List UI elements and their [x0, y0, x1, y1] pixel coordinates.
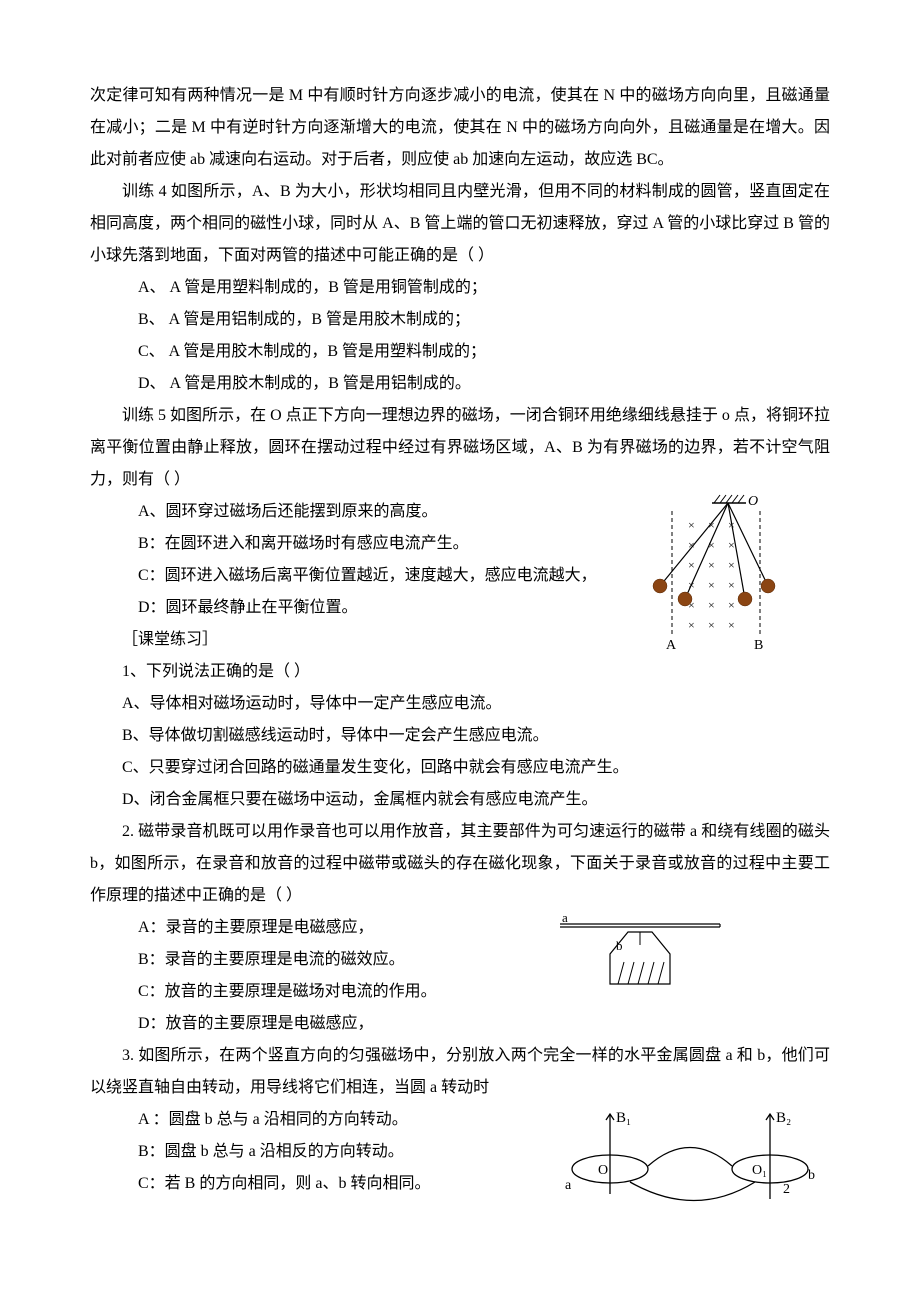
svg-text:B₁: B₁ — [616, 1110, 631, 1126]
svg-text:×: × — [728, 618, 735, 632]
q2-figure-area: a b A：录音的主要原理是电磁感应， B：录音的主要原理是电流的磁效应。 C：… — [90, 912, 830, 1040]
svg-text:×: × — [708, 618, 715, 632]
svg-text:a: a — [565, 1178, 572, 1193]
svg-text:O: O — [598, 1163, 608, 1178]
svg-text:×: × — [688, 558, 695, 572]
q1-prompt: 1、下列说法正确的是（ ） — [90, 656, 830, 688]
svg-text:A: A — [666, 638, 677, 651]
tape-figure: a b — [550, 912, 730, 1002]
svg-text:×: × — [708, 558, 715, 572]
svg-text:×: × — [728, 578, 735, 592]
svg-text:O₁: O₁ — [752, 1163, 767, 1178]
q1-optD: D、闭合金属框只要在磁场中运动，金属框内就会有感应电流产生。 — [90, 784, 830, 816]
training5-optC: C：圆环进入磁场后离平衡位置越近，速度越大，感应电流越大， — [90, 560, 650, 592]
q2-optD: D：放音的主要原理是电磁感应， — [90, 1008, 650, 1040]
training4-optA: A、 A 管是用塑料制成的，B 管是用铜管制成的； — [90, 272, 830, 304]
training4-optD: D、 A 管是用胶木制成的，B 管是用铝制成的。 — [90, 368, 830, 400]
training5-optA: A、圆环穿过磁场后还能摆到原来的高度。 — [90, 496, 650, 528]
svg-text:B₂: B₂ — [776, 1110, 791, 1126]
svg-text:b: b — [808, 1168, 815, 1183]
q1-optB: B、导体做切割磁感线运动时，导体中一定会产生感应电流。 — [90, 720, 830, 752]
disks-figure: B₁ O a B₂ O₁ b 2 — [540, 1104, 820, 1204]
training5-optB: B：在圆环进入和离开磁场时有感应电流产生。 — [90, 528, 650, 560]
q3-figure-area: B₁ O a B₂ O₁ b 2 A ：圆盘 b 总与 a 沿相同的方向转动。 … — [90, 1104, 830, 1214]
svg-text:B: B — [754, 638, 763, 651]
q2-prompt: 2. 磁带录音机既可以用作录音也可以用作放音，其主要部件为可匀速运行的磁带 a … — [90, 816, 830, 912]
page-number: 2 — [783, 1176, 790, 1204]
svg-text:×: × — [728, 558, 735, 572]
training4-optC: C、 A 管是用胶木制成的，B 管是用塑料制成的； — [90, 336, 830, 368]
training4-prompt: 训练 4 如图所示，A、B 为大小，形状均相同且内壁光滑，但用不同的材料制成的圆… — [90, 176, 830, 272]
svg-text:×: × — [688, 518, 695, 532]
training4-optB: B、 A 管是用铝制成的，B 管是用胶木制成的； — [90, 304, 830, 336]
intro-paragraph: 次定律可知有两种情况一是 M 中有顺时针方向逐步减小的电流，使其在 N 中的磁场… — [90, 80, 830, 176]
svg-text:b: b — [616, 938, 623, 953]
svg-text:a: a — [562, 912, 568, 925]
svg-text:O: O — [748, 494, 758, 509]
training5-figure-area: O A B ××× ××× ××× ××× ××× ××× A、圆环穿过磁场后还 — [90, 496, 830, 624]
pendulum-figure: O A B ××× ××× ××× ××× ××× ××× — [600, 491, 780, 651]
q1-optC: C、只要穿过闭合回路的磁通量发生变化，回路中就会有感应电流产生。 — [90, 752, 830, 784]
svg-text:×: × — [708, 578, 715, 592]
training5-optD: D：圆环最终静止在平衡位置。 — [90, 592, 650, 624]
svg-text:×: × — [728, 538, 735, 552]
q1-optA: A、导体相对磁场运动时，导体中一定产生感应电流。 — [90, 688, 830, 720]
svg-text:×: × — [728, 598, 735, 612]
q3-prompt: 3. 如图所示，在两个竖直方向的匀强磁场中，分别放入两个完全一样的水平金属圆盘 … — [90, 1040, 830, 1104]
training5-prompt: 训练 5 如图所示，在 O 点正下方向一理想边界的磁场，一闭合铜环用绝缘细线悬挂… — [90, 400, 830, 496]
svg-text:×: × — [688, 618, 695, 632]
svg-text:×: × — [708, 598, 715, 612]
